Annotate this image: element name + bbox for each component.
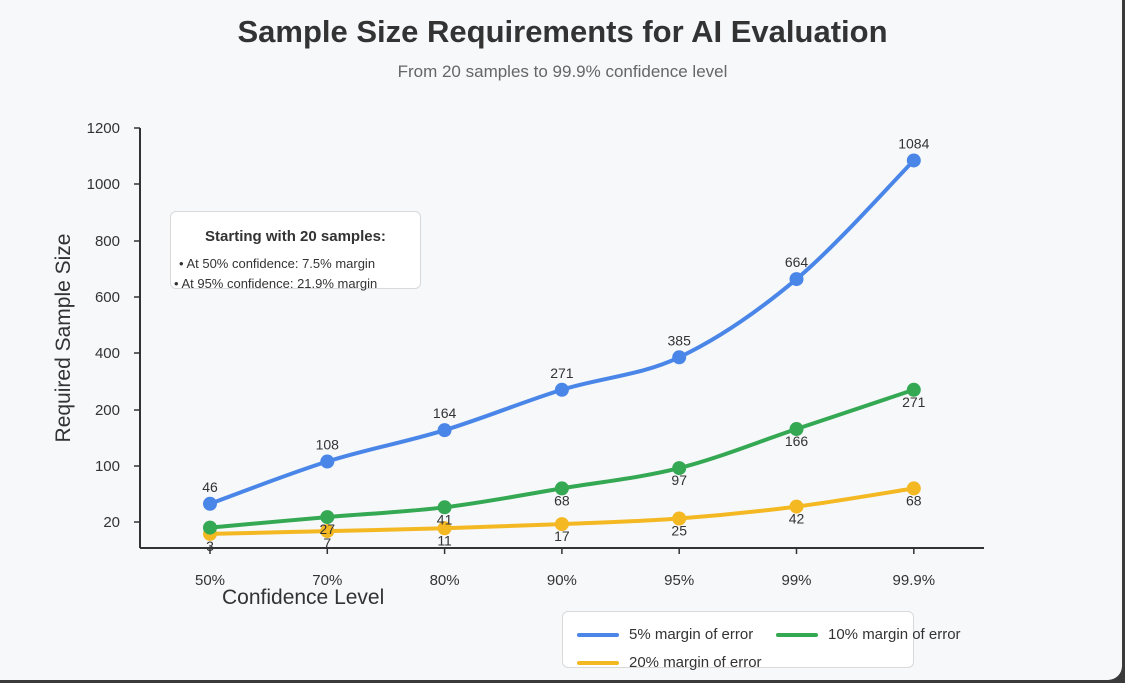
data-point xyxy=(320,454,335,469)
data-point xyxy=(437,423,452,438)
data-label: 271 xyxy=(902,394,926,410)
x-axis-label: Confidence Level xyxy=(222,586,385,609)
data-label: 1084 xyxy=(898,135,929,151)
data-point xyxy=(554,481,569,496)
x-tick-label: 70% xyxy=(312,572,342,589)
annotation-line: • At 50% confidence: 7.5% margin xyxy=(179,256,376,271)
data-label: 7 xyxy=(323,535,331,551)
legend: 5% margin of error 10% margin of error 2… xyxy=(562,611,961,671)
data-label: 42 xyxy=(789,511,805,527)
chart-subtitle: From 20 samples to 99.9% confidence leve… xyxy=(397,62,728,81)
data-label: 46 xyxy=(202,479,218,495)
data-point xyxy=(203,520,217,535)
y-tick-label: 200 xyxy=(95,402,120,419)
data-label: 97 xyxy=(671,472,687,488)
data-point xyxy=(437,521,452,536)
data-point xyxy=(906,153,921,168)
data-label: 68 xyxy=(554,492,570,508)
data-label: 271 xyxy=(550,365,574,381)
data-label: 166 xyxy=(785,433,809,449)
data-point xyxy=(906,382,921,397)
data-point xyxy=(789,422,804,437)
y-tick-label: 1200 xyxy=(87,120,120,137)
data-point xyxy=(789,272,804,287)
data-label: 108 xyxy=(316,437,340,453)
legend-label: 20% margin of error xyxy=(629,654,762,671)
legend-swatch xyxy=(577,632,619,637)
legend-swatch xyxy=(776,632,818,637)
legend-item: 20% margin of error xyxy=(577,654,762,671)
legend-item: 5% margin of error xyxy=(577,626,753,643)
y-axis-label: Required Sample Size xyxy=(52,234,75,443)
data-point xyxy=(437,500,452,515)
data-point xyxy=(554,517,569,532)
y-tick-label: 400 xyxy=(95,345,120,362)
legend-label: 5% margin of error xyxy=(629,626,754,643)
x-tick-label: 95% xyxy=(664,572,694,589)
y-tick-label: 100 xyxy=(95,458,120,475)
data-label: 68 xyxy=(906,492,922,508)
legend-item: 10% margin of error xyxy=(776,626,961,643)
y-tick-label: 20 xyxy=(103,514,120,531)
annotation-box: Starting with 20 samples: • At 50% confi… xyxy=(170,211,421,291)
data-label: 41 xyxy=(437,511,453,527)
data-label: 25 xyxy=(671,523,687,539)
data-label: 3 xyxy=(206,538,214,554)
data-label: 11 xyxy=(437,532,452,548)
x-tick-label: 90% xyxy=(547,572,577,589)
data-point xyxy=(554,382,569,397)
y-tick-label: 800 xyxy=(95,233,120,250)
data-point xyxy=(320,524,335,539)
x-tick-label: 80% xyxy=(430,572,460,589)
annotation-title: Starting with 20 samples: xyxy=(205,228,386,245)
y-tick-label: 600 xyxy=(95,289,120,306)
annotation-line: • At 95% confidence: 21.9% margin xyxy=(174,276,378,291)
data-label: 664 xyxy=(785,254,809,270)
x-tick-label: 50% xyxy=(195,572,225,589)
data-label: 164 xyxy=(433,405,457,421)
data-point xyxy=(320,510,335,525)
data-point xyxy=(672,511,687,526)
data-point xyxy=(789,499,804,514)
legend-label: 10% margin of error xyxy=(828,626,961,643)
x-tick-label: 99% xyxy=(781,572,811,589)
y-tick-label: 1000 xyxy=(87,176,120,193)
chart-title: Sample Size Requirements for AI Evaluati… xyxy=(237,14,888,49)
data-label: 17 xyxy=(554,528,570,544)
data-point xyxy=(203,496,217,511)
data-point xyxy=(906,481,921,496)
data-point xyxy=(672,461,687,476)
data-label: 385 xyxy=(668,332,692,348)
x-tick-label: 99.9% xyxy=(893,572,936,589)
data-label: 27 xyxy=(320,521,336,537)
data-point xyxy=(672,350,687,365)
legend-swatch xyxy=(577,660,619,665)
